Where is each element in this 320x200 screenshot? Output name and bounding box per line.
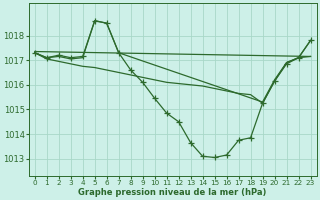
X-axis label: Graphe pression niveau de la mer (hPa): Graphe pression niveau de la mer (hPa) (78, 188, 267, 197)
